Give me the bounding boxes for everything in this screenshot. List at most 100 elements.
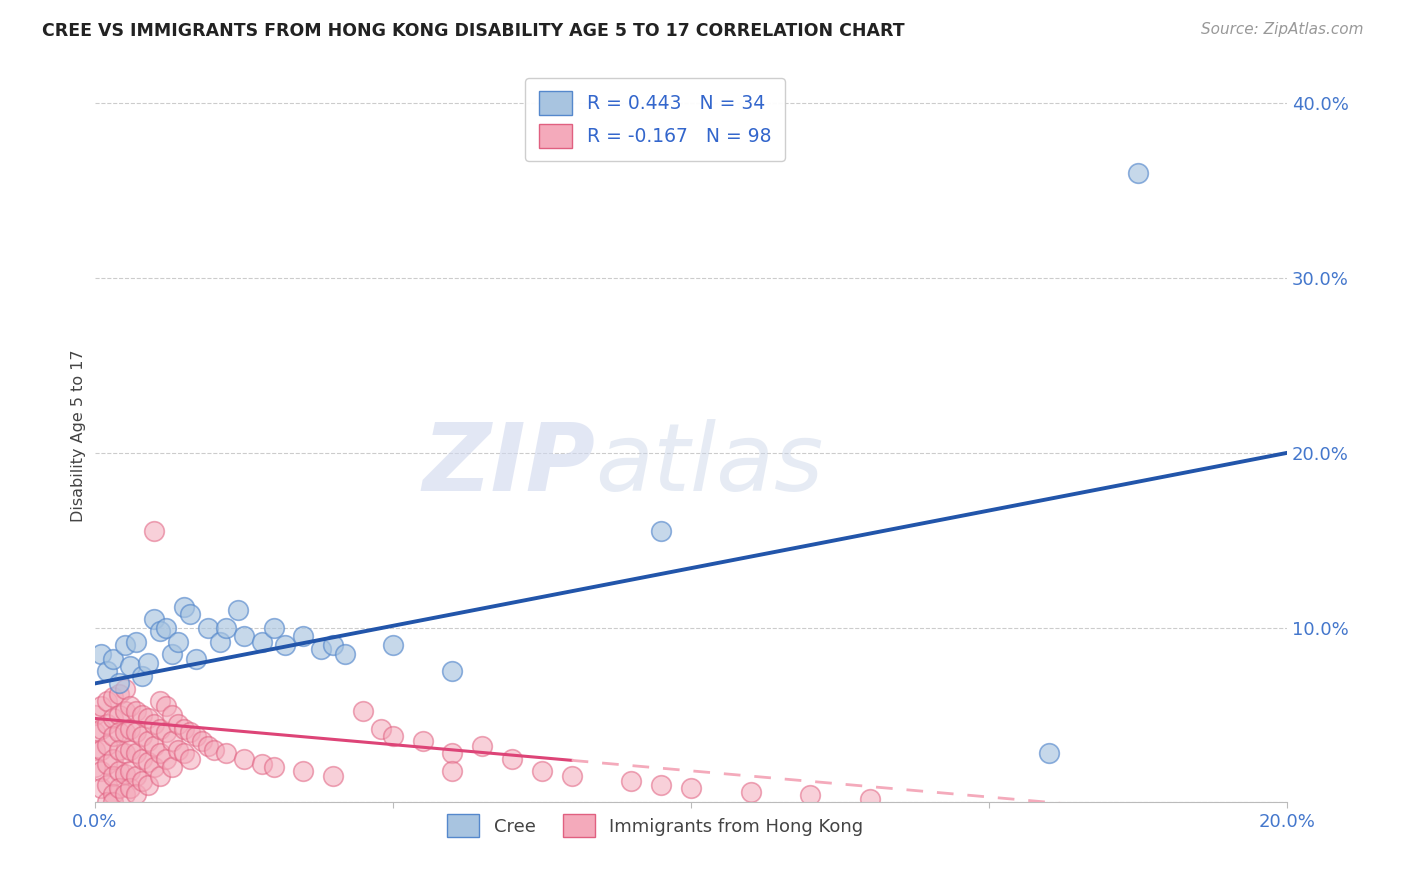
Point xyxy=(143,739,166,754)
Point xyxy=(138,711,160,725)
Point xyxy=(143,612,166,626)
Point xyxy=(143,760,166,774)
Point xyxy=(155,751,177,765)
Point xyxy=(138,778,160,792)
Point xyxy=(125,705,148,719)
Point xyxy=(138,656,160,670)
Point xyxy=(143,716,166,731)
Point xyxy=(1126,166,1149,180)
Point xyxy=(232,751,254,765)
Point xyxy=(96,795,118,809)
Point xyxy=(107,707,129,722)
Point xyxy=(226,603,249,617)
Point xyxy=(107,743,129,757)
Point xyxy=(114,638,136,652)
Text: CREE VS IMMIGRANTS FROM HONG KONG DISABILITY AGE 5 TO 17 CORRELATION CHART: CREE VS IMMIGRANTS FROM HONG KONG DISABI… xyxy=(42,22,905,40)
Point xyxy=(381,638,404,652)
Point xyxy=(131,669,153,683)
Point xyxy=(179,751,201,765)
Point xyxy=(679,781,702,796)
Point xyxy=(292,629,315,643)
Point xyxy=(83,725,105,739)
Point xyxy=(96,665,118,679)
Point xyxy=(114,725,136,739)
Point xyxy=(101,711,124,725)
Point xyxy=(125,725,148,739)
Point xyxy=(208,634,231,648)
Point xyxy=(501,751,523,765)
Point xyxy=(250,634,273,648)
Point xyxy=(114,681,136,696)
Point xyxy=(197,739,219,754)
Point xyxy=(202,743,225,757)
Point xyxy=(322,769,344,783)
Point xyxy=(120,722,142,736)
Point xyxy=(381,729,404,743)
Point xyxy=(149,747,172,761)
Point xyxy=(120,699,142,714)
Point xyxy=(149,624,172,638)
Point xyxy=(160,760,183,774)
Point xyxy=(191,734,214,748)
Point xyxy=(131,774,153,789)
Legend: Cree, Immigrants from Hong Kong: Cree, Immigrants from Hong Kong xyxy=(440,807,870,845)
Point xyxy=(184,729,207,743)
Text: Source: ZipAtlas.com: Source: ZipAtlas.com xyxy=(1201,22,1364,37)
Point xyxy=(101,769,124,783)
Point xyxy=(114,705,136,719)
Point xyxy=(101,690,124,705)
Point xyxy=(131,751,153,765)
Point xyxy=(120,743,142,757)
Point xyxy=(179,725,201,739)
Point xyxy=(471,739,494,754)
Point xyxy=(650,778,672,792)
Point xyxy=(114,787,136,801)
Point xyxy=(167,743,190,757)
Point xyxy=(149,722,172,736)
Point xyxy=(83,707,105,722)
Point xyxy=(173,747,195,761)
Point xyxy=(96,756,118,771)
Point xyxy=(155,699,177,714)
Point xyxy=(107,676,129,690)
Point xyxy=(125,787,148,801)
Point xyxy=(441,665,464,679)
Point xyxy=(197,621,219,635)
Point xyxy=(107,764,129,778)
Point xyxy=(155,725,177,739)
Point xyxy=(90,647,112,661)
Point xyxy=(90,722,112,736)
Point xyxy=(333,647,356,661)
Point xyxy=(120,659,142,673)
Point xyxy=(412,734,434,748)
Point xyxy=(101,751,124,765)
Point xyxy=(131,729,153,743)
Point xyxy=(101,787,124,801)
Point xyxy=(173,722,195,736)
Point xyxy=(232,629,254,643)
Point xyxy=(120,764,142,778)
Point xyxy=(263,760,285,774)
Point xyxy=(740,785,762,799)
Point xyxy=(160,734,183,748)
Point xyxy=(120,781,142,796)
Point xyxy=(167,634,190,648)
Point xyxy=(309,641,332,656)
Point xyxy=(125,634,148,648)
Point xyxy=(352,705,374,719)
Point xyxy=(83,760,105,774)
Point xyxy=(173,599,195,614)
Text: ZIP: ZIP xyxy=(423,418,596,511)
Point xyxy=(96,694,118,708)
Point xyxy=(370,722,392,736)
Point xyxy=(292,764,315,778)
Point xyxy=(620,774,643,789)
Point xyxy=(149,694,172,708)
Point xyxy=(90,781,112,796)
Point xyxy=(155,621,177,635)
Point xyxy=(274,638,297,652)
Point xyxy=(138,755,160,769)
Point xyxy=(90,699,112,714)
Point xyxy=(160,647,183,661)
Point xyxy=(83,743,105,757)
